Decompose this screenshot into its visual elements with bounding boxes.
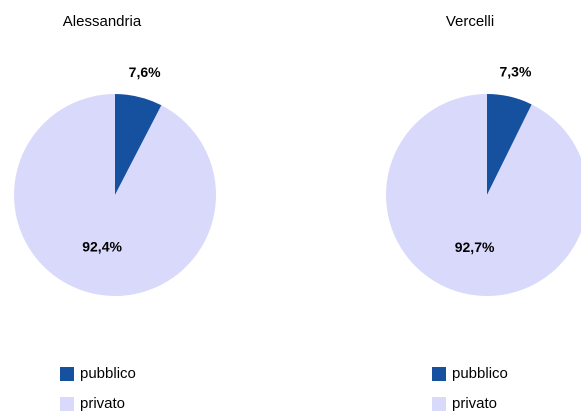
legend-label: privato — [80, 395, 125, 412]
pie-slice — [13, 94, 216, 296]
legend-label: privato — [452, 395, 497, 412]
legend-swatch — [60, 367, 74, 381]
legend-label: pubblico — [80, 365, 136, 382]
pie-slice — [386, 94, 581, 296]
legend-label: pubblico — [452, 365, 508, 382]
legend-swatch — [60, 397, 74, 411]
value-label: 92,7% — [455, 239, 495, 255]
value-label: 92,4% — [82, 239, 122, 255]
pie-slice — [115, 94, 162, 195]
pie-chart: Alessandria 7,6% pubblico 92,4% privato — [13, 13, 216, 412]
value-label: 7,3% — [500, 64, 532, 80]
pie-slice — [487, 94, 532, 195]
legend-swatch — [432, 367, 446, 381]
value-label: 7,6% — [129, 64, 161, 80]
chart-title: Vercelli — [446, 13, 494, 30]
legend-swatch — [432, 397, 446, 411]
pie-chart: Vercelli 7,3% pubblico 92,7% privato — [386, 13, 581, 412]
chart-title: Alessandria — [63, 13, 142, 30]
